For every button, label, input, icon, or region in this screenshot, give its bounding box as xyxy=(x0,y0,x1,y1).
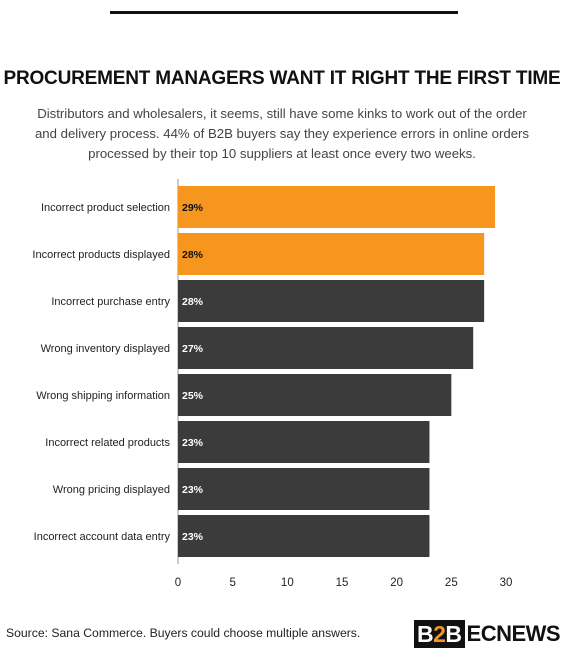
top-rule xyxy=(110,11,458,14)
bar-7 xyxy=(178,468,430,510)
bar-4 xyxy=(178,327,474,369)
bar-1 xyxy=(178,186,496,228)
x-tick-label: 20 xyxy=(390,577,403,589)
bar-chart: Incorrect product selection 29% Incorrect … xyxy=(32,179,513,589)
chart-title: PROCUREMENT MANAGERS WANT IT RIGHT THE F… xyxy=(3,68,561,89)
bar-2 xyxy=(178,233,485,275)
x-tick-label: 10 xyxy=(281,577,294,589)
x-tick-label: 25 xyxy=(445,577,458,589)
bar-5 xyxy=(178,374,452,416)
x-tick-label: 30 xyxy=(500,577,513,589)
chart-subtitle: Distributors and wholesalers, it seems, … xyxy=(34,106,530,161)
value-label: 23% xyxy=(182,484,204,496)
bar-8 xyxy=(178,515,430,557)
bar-6 xyxy=(178,421,430,463)
value-label: 23% xyxy=(182,531,204,543)
category-label: Wrong pricing displayed xyxy=(53,484,170,496)
x-tick-label: 0 xyxy=(175,577,181,589)
value-label: 25% xyxy=(182,390,204,402)
category-label: Wrong shipping information xyxy=(36,390,170,402)
value-label: 23% xyxy=(182,437,204,449)
category-label: Wrong inventory displayed xyxy=(41,343,170,355)
category-label: Incorrect products displayed xyxy=(32,249,170,261)
logo-mark: B2B xyxy=(414,620,465,648)
category-label: Incorrect purchase entry xyxy=(51,296,170,308)
category-label: Incorrect product selection xyxy=(41,202,170,214)
x-tick-label: 5 xyxy=(229,577,235,589)
value-label: 27% xyxy=(182,343,204,355)
bar-3 xyxy=(178,280,485,322)
category-label: Incorrect account data entry xyxy=(34,531,171,543)
x-tick-label: 15 xyxy=(336,577,349,589)
logo-wordmark: ECNEWS xyxy=(466,621,561,646)
source-note: Source: Sana Commerce. Buyers could choo… xyxy=(6,626,361,640)
b2becnews-logo: B2B ECNEWS xyxy=(414,618,561,650)
value-label: 28% xyxy=(182,296,204,308)
value-label: 29% xyxy=(182,202,204,214)
category-label: Incorrect related products xyxy=(45,437,170,449)
value-label: 28% xyxy=(182,249,204,261)
